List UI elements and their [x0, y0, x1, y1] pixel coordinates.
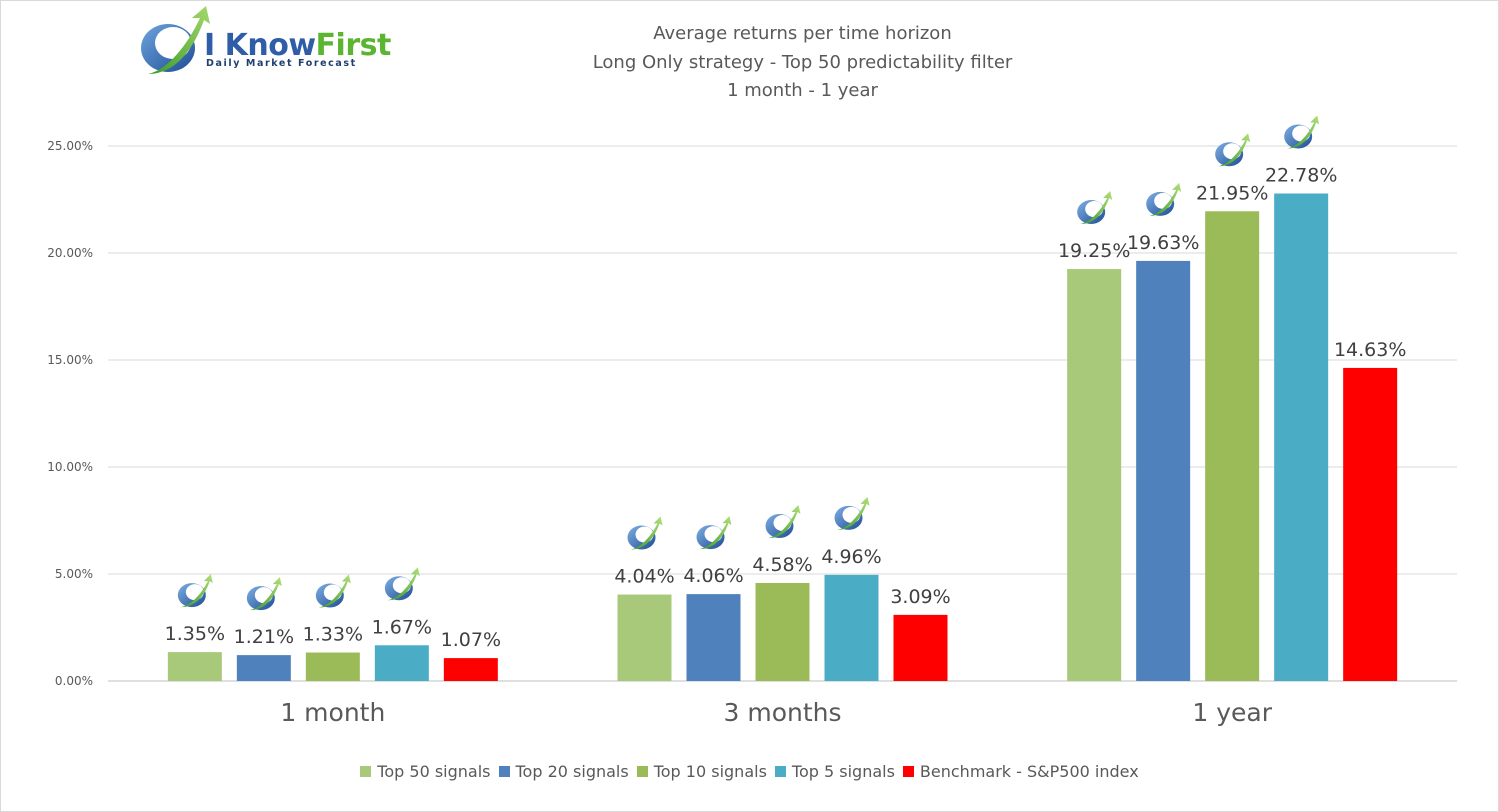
bar [1274, 193, 1329, 681]
i-know-first-logo-icon [1284, 115, 1320, 149]
bar [824, 574, 879, 681]
y-tick-label: 20.00% [47, 246, 93, 260]
data-label: 1.35% [165, 623, 225, 645]
legend-label: Top 20 signals [515, 762, 629, 781]
logo-swoosh-icon [141, 6, 210, 74]
y-tick-label: 25.00% [47, 139, 93, 153]
bar [236, 655, 291, 681]
bar [686, 594, 741, 681]
bar [1136, 260, 1191, 681]
i-know-first-logo-icon [696, 516, 732, 550]
i-know-first-logo-icon [627, 516, 663, 550]
data-label: 22.78% [1265, 165, 1337, 187]
bar [305, 652, 360, 681]
logo-tagline: Daily Market Forecast [206, 58, 357, 69]
bar [1067, 269, 1122, 681]
data-label: 4.58% [752, 554, 812, 576]
i-know-first-logo-icon [315, 574, 351, 608]
i-know-first-logo-icon [1077, 191, 1113, 225]
i-know-first-logo-icon [765, 504, 801, 538]
x-category-label: 3 months [723, 698, 841, 727]
data-label: 14.63% [1334, 339, 1406, 361]
legend-label: Top 5 signals [791, 762, 895, 781]
legend-label: Top 50 signals [377, 762, 491, 781]
i-know-first-logo-icon [1215, 133, 1251, 167]
legend-swatch [902, 766, 914, 777]
i-know-first-logo-icon [384, 567, 420, 601]
bar [443, 658, 498, 681]
bar [1205, 211, 1260, 681]
legend-swatch [498, 766, 510, 777]
i-know-first-logo-icon [834, 496, 870, 530]
legend-label: Benchmark - S&P500 index [919, 762, 1139, 781]
data-label: 1.21% [234, 626, 294, 648]
y-tick-label: 15.00% [47, 353, 93, 367]
chart-title-line-1: Average returns per time horizon [653, 23, 952, 44]
data-label: 4.04% [614, 566, 674, 588]
bar [893, 614, 948, 681]
legend-item: Top 5 signals [774, 762, 895, 781]
x-category-label: 1 month [280, 698, 385, 727]
legend-item: Top 20 signals [498, 762, 629, 781]
bar [755, 582, 810, 681]
data-label: 1.67% [372, 616, 432, 638]
legend-item: Top 10 signals [636, 762, 767, 781]
legend-swatch [636, 766, 648, 777]
data-label: 3.09% [890, 586, 950, 608]
i-know-first-logo-icon [1146, 182, 1182, 216]
chart-title-line-2: Long Only strategy - Top 50 predictabili… [592, 51, 1013, 73]
legend-label: Top 10 signals [653, 762, 767, 781]
data-label: 19.63% [1127, 232, 1199, 254]
legend: Top 50 signals Top 20 signals Top 10 signa… [0, 762, 1499, 781]
i-know-first-logo-icon [177, 574, 213, 608]
data-label: 1.33% [303, 624, 363, 646]
data-label: 19.25% [1058, 240, 1130, 262]
bar [167, 652, 222, 681]
bar [1343, 367, 1398, 681]
data-label: 21.95% [1196, 182, 1268, 204]
y-tick-label: 10.00% [47, 460, 93, 474]
logo-brand-text: I KnowFirst [204, 28, 391, 63]
legend-item: Benchmark - S&P500 index [902, 762, 1139, 781]
chart-title: Average returns per time horizon Long On… [480, 20, 1125, 106]
legend-swatch [360, 766, 372, 777]
data-label: 1.07% [441, 629, 501, 651]
y-tick-label: 5.00% [55, 567, 93, 581]
x-category-label: 1 year [1192, 698, 1272, 727]
bar [374, 645, 429, 681]
y-tick-label: 0.00% [55, 674, 93, 688]
i-know-first-logo-icon [246, 577, 282, 611]
bar [617, 594, 672, 681]
legend-item: Top 50 signals [360, 762, 491, 781]
chart-title-line-3: 1 month - 1 year [727, 80, 878, 101]
data-label: 4.06% [683, 565, 743, 587]
i-know-first-logo: I KnowFirst Daily Market Forecast [138, 4, 403, 82]
legend-swatch [774, 766, 786, 777]
data-label: 4.96% [821, 546, 881, 568]
